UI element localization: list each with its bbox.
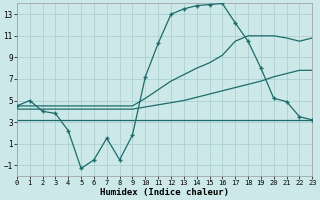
X-axis label: Humidex (Indice chaleur): Humidex (Indice chaleur) (100, 188, 229, 197)
